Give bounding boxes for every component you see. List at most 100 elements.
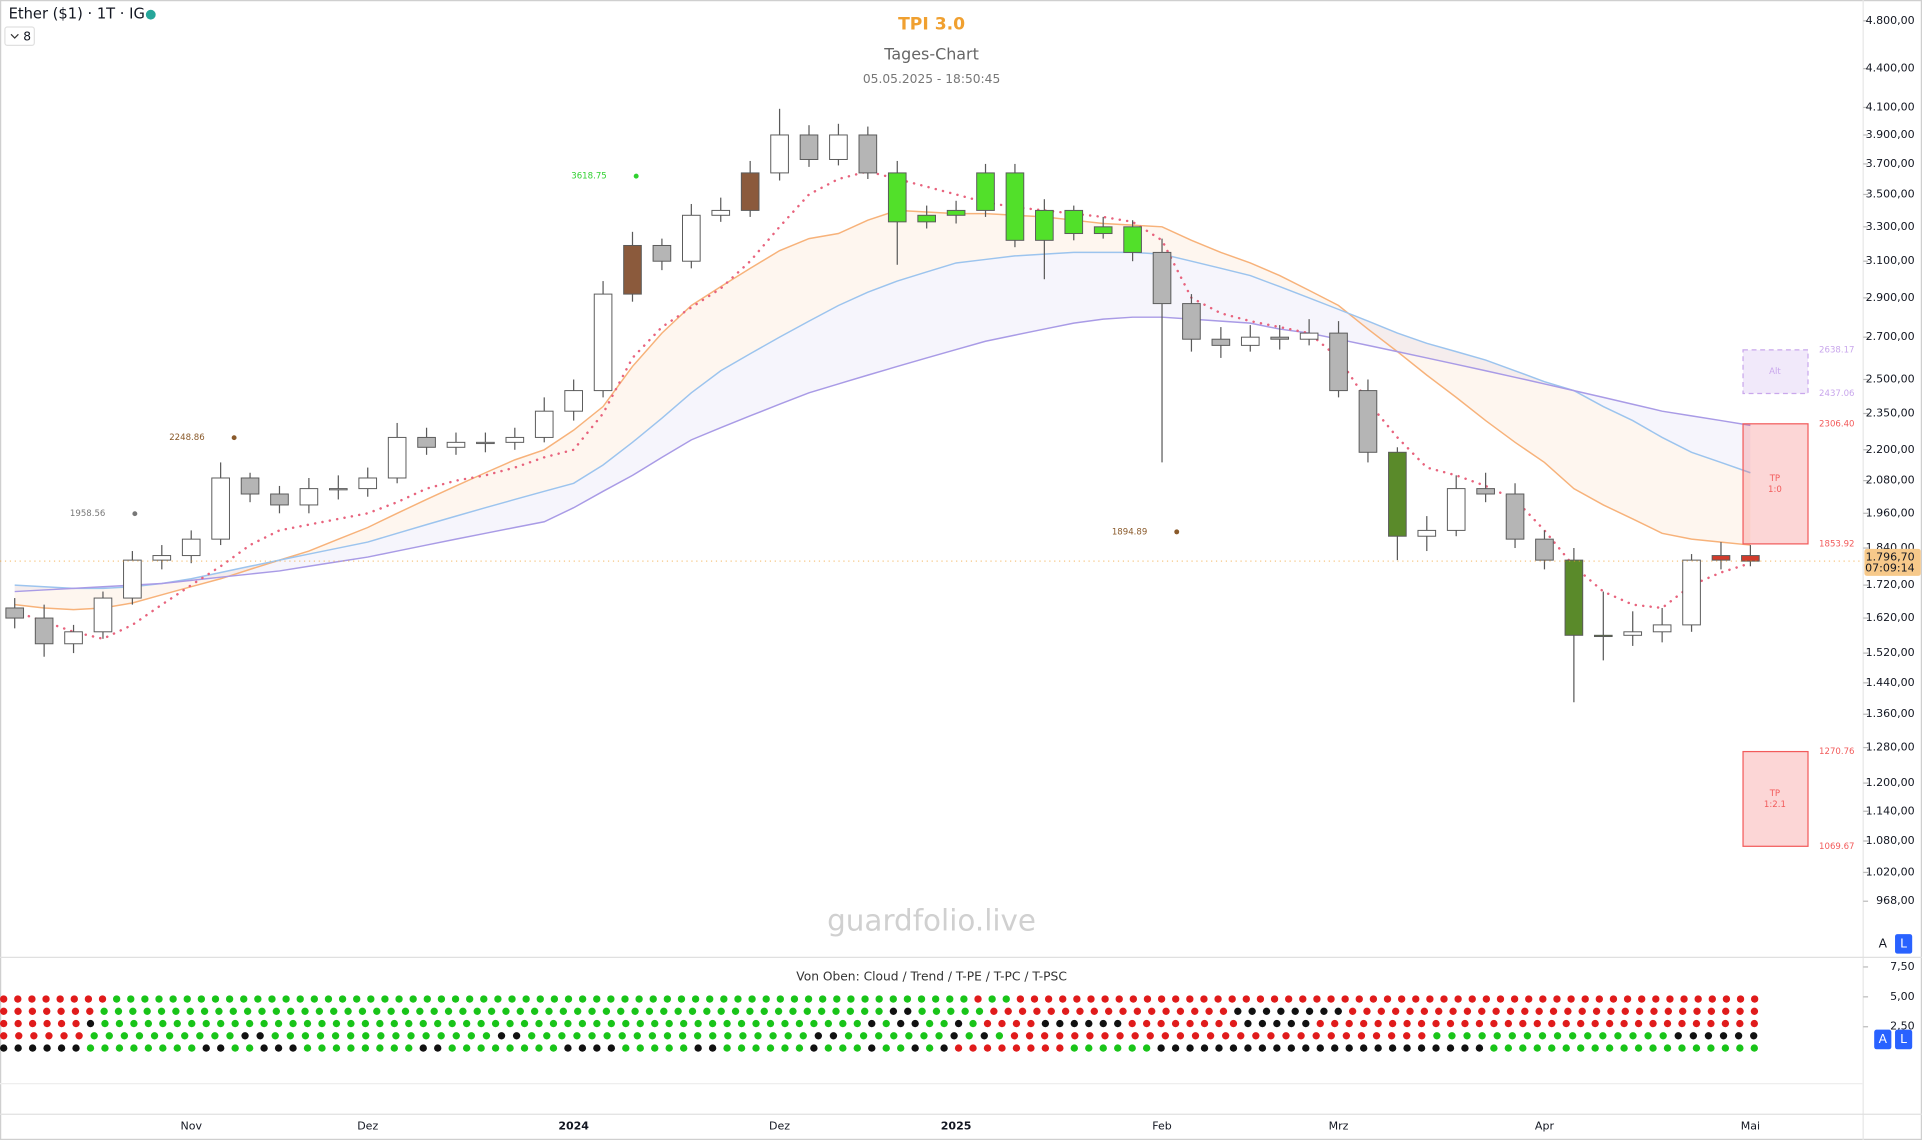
status-dot	[781, 1044, 789, 1052]
chart-title: TPI 3.0	[898, 15, 965, 35]
status-dot	[708, 1044, 717, 1052]
status-dot	[969, 1044, 977, 1052]
target-box	[1742, 750, 1809, 847]
status-dot	[1634, 1019, 1643, 1028]
status-dot	[1070, 1019, 1078, 1028]
status-dot	[947, 1007, 955, 1015]
status-row	[0, 1007, 1759, 1015]
status-dot	[617, 1007, 625, 1015]
status-dot	[607, 1044, 616, 1052]
status-dot	[241, 1032, 249, 1040]
status-dot	[1114, 1044, 1122, 1052]
status-dot	[1374, 1044, 1382, 1052]
status-dot	[564, 995, 573, 1003]
status-dot	[1056, 1032, 1064, 1040]
status-dot	[1291, 1007, 1299, 1015]
x-tick-label: Dez	[769, 1120, 790, 1133]
status-dot	[56, 995, 64, 1003]
symbol-label[interactable]: Ether ($1) · 1T · IG	[9, 6, 145, 23]
status-dot	[911, 1044, 919, 1052]
status-dot	[1650, 1007, 1658, 1015]
candle-body	[1211, 338, 1231, 346]
status-dot	[1478, 1032, 1486, 1040]
status-dot	[100, 1007, 108, 1015]
status-dot	[282, 995, 290, 1003]
status-dot	[1234, 1007, 1242, 1015]
status-dot	[506, 1019, 514, 1028]
candle-body	[534, 410, 554, 438]
status-dot	[1282, 1032, 1290, 1040]
collapse-button[interactable]	[4, 26, 35, 46]
status-dot	[181, 1032, 189, 1040]
scale-button[interactable]	[1895, 1029, 1913, 1050]
status-dot	[405, 1044, 413, 1052]
status-dot	[448, 1044, 456, 1052]
status-dot	[1229, 1019, 1238, 1028]
candle-body	[328, 488, 348, 491]
status-dot	[1461, 1044, 1469, 1052]
status-dot	[810, 1019, 818, 1028]
status-dot	[1258, 1044, 1267, 1052]
status-dot	[1707, 1019, 1715, 1028]
status-dot	[832, 1007, 840, 1015]
status-dot	[1568, 1032, 1577, 1040]
status-dot	[905, 1032, 913, 1040]
status-dot	[1056, 1044, 1064, 1052]
status-dot	[688, 1007, 697, 1015]
status-dot	[932, 1007, 941, 1015]
annotation-label: 1958.56	[70, 509, 105, 519]
y-tick-label: 1.440,00	[1866, 676, 1915, 689]
status-dot	[737, 1019, 746, 1028]
status-dot	[731, 1007, 740, 1015]
status-dot	[395, 995, 403, 1003]
status-dot	[1256, 995, 1265, 1003]
status-dot	[1161, 1032, 1170, 1040]
status-dot	[795, 1019, 804, 1028]
status-dot	[494, 995, 502, 1003]
status-dot	[633, 1032, 641, 1040]
status-dot	[1277, 1007, 1285, 1015]
status-dot	[57, 1007, 65, 1015]
status-dot	[1348, 1007, 1357, 1015]
status-dot	[362, 1032, 370, 1040]
status-dot	[766, 1044, 775, 1052]
scale-button-label[interactable]: L	[1900, 1032, 1907, 1046]
status-dot	[130, 1044, 138, 1052]
chevron	[10, 33, 19, 39]
status-dot	[115, 1019, 124, 1028]
candle-body	[446, 441, 466, 448]
status-dot	[1446, 1044, 1455, 1052]
x-tick-label: Dez	[357, 1120, 378, 1133]
scale-button[interactable]	[1874, 1029, 1892, 1050]
status-dot	[1584, 1032, 1592, 1040]
status-dot	[1061, 1007, 1070, 1015]
status-dot	[1252, 1032, 1260, 1040]
status-dot	[983, 1044, 992, 1052]
status-dot	[990, 1007, 998, 1015]
status-dot	[1736, 1019, 1744, 1028]
status-dot	[1391, 1007, 1400, 1015]
status-dot	[720, 995, 728, 1003]
status-dot	[1490, 1019, 1498, 1028]
status-dot	[723, 1044, 731, 1052]
status-dot	[1171, 1019, 1180, 1028]
status-dot	[645, 1007, 654, 1015]
y-tick-label: 2.700,00	[1866, 330, 1915, 343]
status-dot	[287, 1007, 295, 1015]
status-dot	[691, 995, 700, 1003]
scale-button[interactable]	[1895, 934, 1913, 954]
status-dot	[318, 1019, 326, 1028]
status-dot	[998, 1019, 1006, 1028]
watermark: guardfolio.live	[827, 903, 1036, 937]
status-dot	[829, 1032, 838, 1040]
status-dot	[28, 995, 36, 1003]
scale-button-label[interactable]: A	[1879, 936, 1888, 950]
status-dot	[694, 1019, 702, 1028]
status-dot	[925, 1019, 934, 1028]
status-dot	[1219, 1007, 1228, 1015]
status-dot	[1577, 1019, 1585, 1028]
status-dot	[1273, 1044, 1281, 1052]
scale-button-label[interactable]: A	[1879, 1032, 1888, 1046]
scale-button-label[interactable]: L	[1900, 936, 1907, 950]
status-dot	[28, 1019, 37, 1028]
